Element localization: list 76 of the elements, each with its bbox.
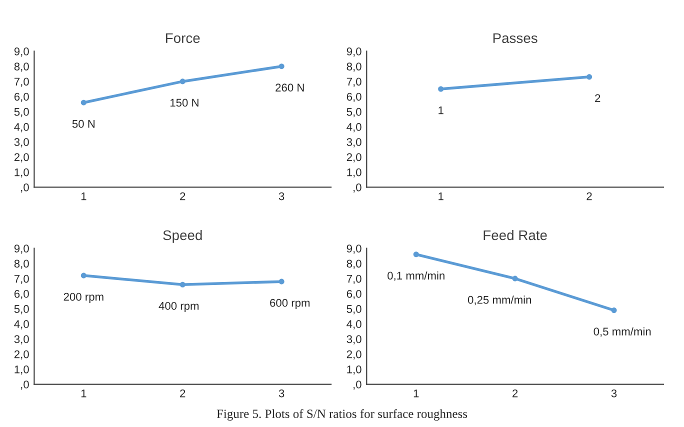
chart-title: Feed Rate (484, 230, 547, 240)
y-tick-label: 7,0 (14, 78, 29, 87)
y-tick-label: 8,0 (346, 62, 362, 72)
annotation: 0,1 mm/min (388, 271, 444, 281)
point (278, 64, 284, 70)
y-tick-label: 7,0 (346, 274, 362, 284)
y-tick-label: 2,0 (346, 153, 362, 162)
x-tick-label: 1 (438, 192, 444, 200)
y-tick-label: 8,0 (346, 260, 362, 269)
y-tick-label: ,0 (21, 380, 29, 390)
y-tick-label: 1,0 (347, 168, 362, 178)
y-tick-label: ,0 (21, 183, 29, 193)
annotation: 2 (595, 94, 600, 102)
annotation: 150 N (170, 98, 198, 107)
y-tick-label: 6,0 (346, 92, 362, 102)
y-tick-label: 9,0 (14, 48, 29, 57)
point (180, 282, 186, 288)
annotation: 600 rpm (270, 298, 310, 309)
annotation: 1 (438, 106, 444, 114)
point (512, 276, 518, 282)
y-tick-label: 5,0 (346, 305, 362, 314)
annotation: 400 rpm (158, 302, 199, 312)
y-tick-label: ,0 (354, 380, 362, 390)
y-tick-label: 5,0 (14, 108, 29, 118)
y-tick-label: 5,0 (14, 305, 29, 314)
x-tick-label: 2 (180, 192, 186, 200)
x-tick-label: 2 (180, 389, 186, 398)
chart-title: Force (166, 33, 200, 44)
y-tick-label: 1,0 (347, 365, 362, 375)
y-tick-label: 4,0 (346, 123, 362, 132)
y-tick-label: 7,0 (346, 78, 362, 87)
x-tick-label: 1 (414, 390, 419, 398)
x-tick-label: 3 (611, 389, 617, 398)
y-tick-label: 3,0 (14, 335, 29, 344)
y-tick-label: 8,0 (14, 62, 29, 72)
x-tick-label: 1 (81, 192, 86, 200)
y-tick-label: 9,0 (14, 244, 29, 254)
y-tick-label: 1,0 (14, 365, 29, 375)
y-tick-label: ,0 (354, 183, 362, 193)
y-tick-label: 4,0 (14, 320, 29, 330)
y-tick-label: 4,0 (346, 320, 362, 330)
y-tick-label: 2,0 (14, 350, 29, 360)
x-tick-label: 2 (586, 192, 592, 200)
chart-title: Passes (493, 33, 538, 44)
y-tick-label: 9,0 (346, 48, 362, 57)
x-tick-label: 2 (512, 389, 518, 398)
y-tick-label: 6,0 (14, 92, 29, 102)
y-tick-label: 3,0 (346, 335, 362, 344)
point (278, 278, 284, 284)
y-tick-label: 6,0 (14, 290, 29, 300)
y-tick-label: 1,0 (14, 168, 29, 178)
y-tick-label: 8,0 (14, 260, 29, 269)
chart-title: Speed (163, 230, 202, 243)
point (80, 100, 86, 106)
point (180, 78, 186, 84)
y-tick-label: 4,0 (14, 123, 29, 132)
point (80, 272, 86, 278)
x-tick-label: 3 (278, 389, 284, 398)
y-tick-label: 3,0 (346, 138, 362, 148)
point (611, 308, 617, 314)
point (413, 252, 419, 258)
annotation: 0,5 mm/min (594, 327, 651, 337)
caption: Figure 5. Plots of S/N ratios for surface roughness (216, 409, 468, 421)
y-tick-label: 6,0 (346, 290, 362, 300)
y-tick-label: 2,0 (14, 153, 29, 162)
annotation: 0,25 mm/min (468, 296, 532, 306)
y-tick-label: 3,0 (14, 138, 29, 148)
y-tick-label: 5,0 (346, 108, 362, 118)
y-tick-label: 2,0 (346, 350, 362, 360)
x-tick-label: 3 (278, 192, 284, 200)
y-tick-label: 7,0 (14, 274, 29, 284)
annotation: 260 N (276, 84, 304, 92)
annotation: 200 rpm (64, 292, 104, 303)
x-tick-label: 1 (81, 390, 86, 398)
y-tick-label: 9,0 (346, 244, 362, 254)
annotation: 50 N (72, 120, 94, 128)
